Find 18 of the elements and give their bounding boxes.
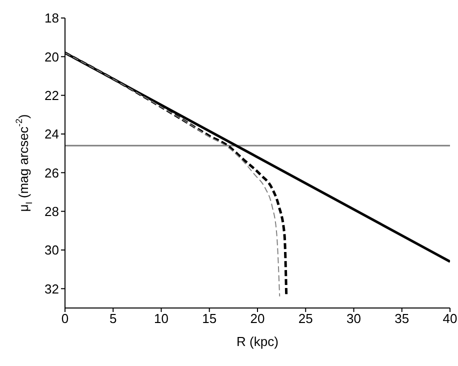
y-tick-label: 24 [44,126,59,142]
x-tick-label: 25 [298,311,313,326]
y-tick-label: 30 [44,242,59,258]
x-tick-label: 40 [442,311,458,326]
x-tick-label: 5 [110,311,117,326]
x-tick-label: 0 [61,311,69,326]
y-tick-label: 26 [44,165,59,180]
y-tick-label: 18 [44,10,59,26]
x-tick-label: 30 [346,311,361,326]
x-tick-label: 35 [394,311,410,326]
y-tick-label: 22 [44,88,59,103]
x-tick-label: 15 [202,311,217,326]
x-axis-title: R (kpc) [236,334,278,349]
x-tick-label: 10 [154,311,168,326]
y-tick-label: 28 [44,204,59,219]
y-tick-label: 32 [44,281,59,296]
y-tick-label: 20 [44,49,59,64]
x-tick-label: 20 [250,311,265,326]
